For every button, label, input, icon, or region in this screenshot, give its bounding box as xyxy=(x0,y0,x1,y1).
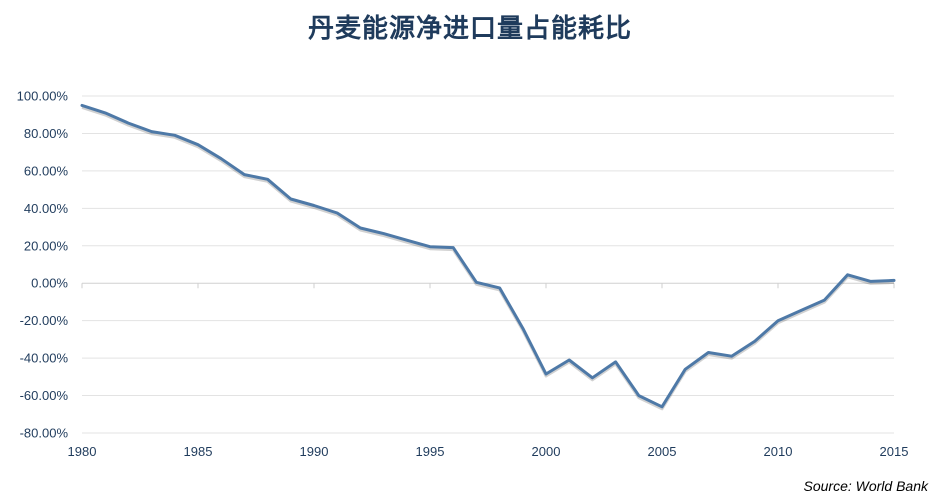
x-tick-label: 1980 xyxy=(68,444,97,459)
chart-title: 丹麦能源净进口量占能耗比 xyxy=(307,14,632,44)
series-line-shadow xyxy=(81,105,895,411)
x-tick-label: 1995 xyxy=(416,444,445,459)
y-tick-label: 0.00% xyxy=(31,276,68,291)
y-tick-labels: 100.00% 80.00% 60.00% 40.00% 20.00% 0.00% -20.… xyxy=(17,89,69,441)
y-tick-label: -80.00% xyxy=(20,426,69,441)
y-tick-label: 80.00% xyxy=(24,126,69,141)
y-tick-label: -40.00% xyxy=(20,351,69,366)
series-line xyxy=(80,103,896,409)
source-note: Source: World Bank xyxy=(803,478,929,494)
y-tick-label: -60.00% xyxy=(20,388,69,403)
series-group xyxy=(80,103,896,411)
x-tick-label: 2000 xyxy=(532,444,561,459)
x-tick-label: 1985 xyxy=(184,444,213,459)
y-tick-label: 40.00% xyxy=(24,201,69,216)
y-tick-label: -20.00% xyxy=(20,313,69,328)
x-tick-label: 2010 xyxy=(764,444,793,459)
x-tick-label: 2015 xyxy=(880,444,909,459)
x-tick-labels: 1980 1985 1990 1995 2000 2005 2010 2015 xyxy=(68,444,909,459)
y-tick-label: 20.00% xyxy=(24,238,69,253)
x-tick-label: 2005 xyxy=(648,444,677,459)
grid-lines xyxy=(81,95,895,434)
y-tick-label: 100.00% xyxy=(17,89,69,104)
y-tick-label: 60.00% xyxy=(24,163,69,178)
x-tick-label: 1990 xyxy=(300,444,329,459)
